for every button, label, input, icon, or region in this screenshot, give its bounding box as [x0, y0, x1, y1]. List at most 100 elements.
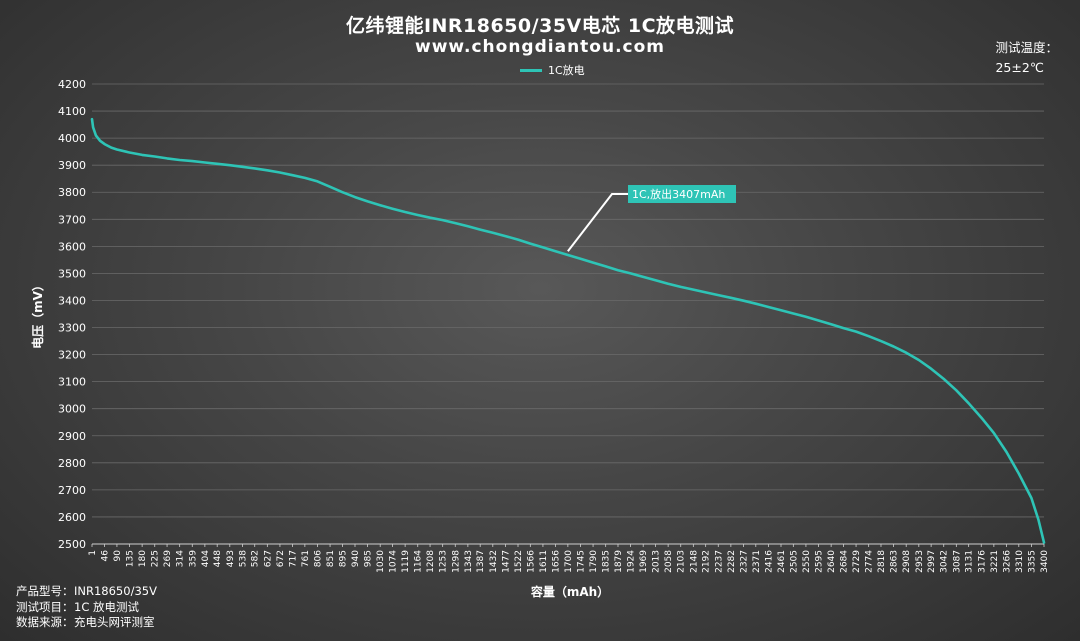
x-tick-label: 1969 [639, 550, 649, 573]
y-tick-label: 2900 [58, 430, 86, 443]
x-tick-label: 2282 [727, 550, 737, 573]
info-label: 产品型号： [16, 584, 74, 598]
x-axis-title: 容量（mAh） [530, 584, 609, 599]
x-tick-label: 2640 [827, 550, 837, 573]
y-tick-label: 4000 [58, 132, 86, 145]
x-tick-label: 2997 [927, 550, 937, 573]
x-tick-label: 940 [351, 550, 361, 567]
y-tick-label: 2600 [58, 511, 86, 524]
x-tick-label: 1477 [501, 550, 511, 573]
x-tick-label: 2461 [777, 550, 787, 573]
x-tick-label: 3221 [990, 550, 1000, 573]
x-tick-label: 1164 [414, 550, 424, 573]
x-tick-label: 2103 [677, 550, 687, 573]
x-tick-label: 2953 [915, 550, 925, 573]
x-tick-label: 1432 [489, 550, 499, 573]
x-tick-label: 2416 [764, 550, 774, 573]
x-tick-label: 2371 [752, 550, 762, 573]
x-tick-label: 1879 [614, 550, 624, 573]
x-tick-label: 3176 [977, 550, 987, 573]
x-tick-label: 1924 [627, 550, 637, 573]
x-tick-label: 269 [163, 550, 173, 567]
chart-subtitle: www.chongdiantou.com [414, 37, 666, 57]
y-axis-title: 电压（mV） [30, 279, 45, 349]
y-tick-label: 3300 [58, 322, 86, 335]
x-tick-label: 2013 [652, 550, 662, 573]
x-tick-label: 806 [313, 550, 323, 567]
y-tick-label: 3500 [58, 267, 86, 280]
x-tick-label: 717 [289, 550, 299, 567]
x-tick-label: 1566 [526, 550, 536, 573]
x-tick-label: 2863 [890, 550, 900, 573]
info-row-model: 产品型号：INR18650/35V [16, 584, 157, 600]
x-tick-label: 1700 [564, 550, 574, 573]
y-tick-label: 4200 [58, 78, 86, 91]
x-tick-label: 448 [213, 550, 223, 567]
y-tick-label: 3100 [58, 376, 86, 389]
x-tick-label: 761 [301, 550, 311, 567]
x-tick-label: 2327 [739, 550, 749, 573]
y-tick-label: 3600 [58, 240, 86, 253]
x-tick-label: 2148 [689, 550, 699, 573]
x-tick-label: 538 [238, 550, 248, 567]
x-tick-label: 985 [364, 550, 374, 567]
x-tick-label: 851 [326, 550, 336, 567]
x-tick-label: 3266 [1002, 550, 1012, 573]
x-tick-label: 2237 [714, 550, 724, 573]
x-tick-label: 1745 [576, 550, 586, 573]
y-tick-label: 2800 [58, 457, 86, 470]
test-info: 产品型号：INR18650/35V 测试项目：1C 放电测试 数据来源：充电头网… [16, 584, 157, 631]
y-tick-label: 2700 [58, 484, 86, 497]
x-tick-label: 2684 [839, 550, 849, 573]
x-tick-label: 2774 [865, 550, 875, 573]
x-tick-label: 1298 [451, 550, 461, 573]
x-tick-label: 3310 [1015, 550, 1025, 573]
x-tick-label: 2729 [852, 550, 862, 573]
x-tick-label: 895 [338, 550, 348, 567]
chart-title: 亿纬锂能INR18650/35V电芯 1C放电测试 [345, 15, 735, 37]
x-tick-label: 135 [126, 550, 136, 567]
x-tick-label: 2192 [702, 550, 712, 573]
x-tick-label: 582 [251, 550, 261, 567]
temperature-label: 测试温度： [995, 40, 1058, 55]
x-tick-label: 2550 [802, 550, 812, 573]
info-label: 测试项目： [16, 599, 74, 614]
y-tick-label: 3800 [58, 186, 86, 199]
x-tick-label: 2908 [902, 550, 912, 573]
x-tick-label: 627 [263, 550, 273, 567]
info-value: INR18650/35V [74, 584, 157, 598]
x-tick-label: 1790 [589, 550, 599, 573]
temperature-value: 25±2℃ [995, 60, 1044, 75]
x-tick-label: 493 [226, 550, 236, 567]
y-tick-label: 3400 [58, 294, 86, 307]
y-tick-label: 2500 [58, 538, 86, 551]
x-tick-label: 2058 [664, 550, 674, 573]
temperature-info: 测试温度： 25±2℃ [995, 38, 1058, 78]
y-tick-label: 3900 [58, 159, 86, 172]
x-tick-label: 1656 [552, 550, 562, 573]
x-tick-label: 46 [101, 550, 111, 562]
y-tick-label: 4100 [58, 105, 86, 118]
x-tick-label: 672 [276, 550, 286, 567]
y-tick-label: 3000 [58, 403, 86, 416]
x-tick-label: 359 [188, 550, 198, 567]
x-tick-label: 1835 [602, 550, 612, 573]
x-tick-label: 180 [138, 550, 148, 567]
x-tick-label: 3400 [1040, 550, 1050, 573]
x-tick-label: 1387 [476, 550, 486, 573]
info-value: 1C 放电测试 [74, 599, 140, 614]
series-line-discharge [90, 117, 1046, 544]
info-row-source: 数据来源：充电头网评测室 [16, 615, 157, 631]
x-tick-label: 90 [113, 550, 123, 562]
x-tick-label: 2595 [815, 550, 825, 573]
x-tick-label: 3087 [952, 550, 962, 573]
x-tick-label: 1119 [401, 550, 411, 573]
x-tick-label: 3355 [1027, 550, 1037, 573]
info-value: 充电头网评测室 [74, 615, 155, 629]
x-tick-label: 1522 [514, 550, 524, 573]
legend-label: 1C放电 [548, 64, 585, 77]
y-tick-label: 3200 [58, 349, 86, 362]
chart-legend: 1C放电 [520, 62, 585, 78]
y-tick-label: 3700 [58, 213, 86, 226]
